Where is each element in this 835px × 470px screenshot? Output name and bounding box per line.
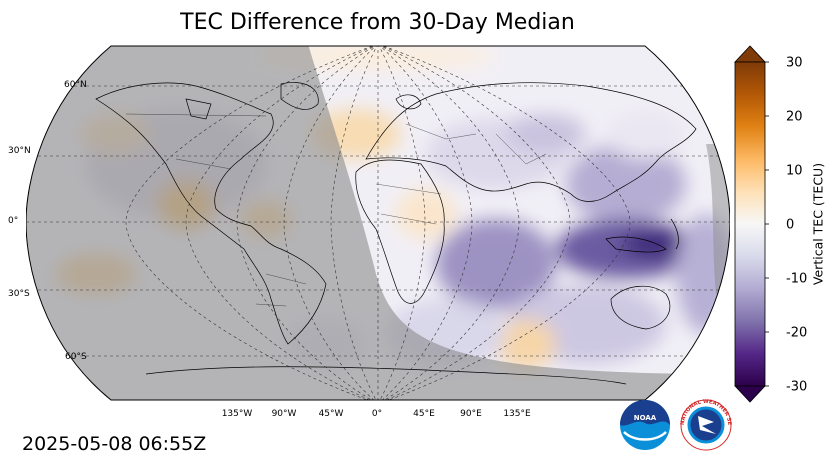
lon-label-135e: 135°E xyxy=(503,409,531,419)
graticule xyxy=(26,46,730,400)
country-borders xyxy=(125,113,547,307)
lon-label-45w: 45°W xyxy=(318,409,344,419)
colorbar-ticks xyxy=(765,61,769,387)
lat-label-30n: 30°N xyxy=(8,146,31,156)
colorbar-extend-bottom xyxy=(734,385,766,403)
noaa-logo: NOAA xyxy=(620,400,670,450)
coastlines xyxy=(95,82,697,385)
chart-title: TEC Difference from 30-Day Median xyxy=(180,10,575,35)
colorbar-tick-0: 0 xyxy=(786,217,795,233)
lon-label-45e: 45°E xyxy=(413,409,435,419)
colorbar-tick-10: 10 xyxy=(786,163,803,179)
night-shading xyxy=(26,46,730,400)
lon-label-0: 0° xyxy=(371,409,383,419)
colorbar-tick-30: 30 xyxy=(786,55,803,71)
lat-label-0: 0° xyxy=(8,216,19,226)
lat-label-60n: 60°N xyxy=(64,80,87,90)
lat-label-30s: 30°S xyxy=(8,289,30,299)
colorbar-tick-neg20: -20 xyxy=(786,325,808,341)
map-canvas xyxy=(26,45,730,401)
world-map[interactable] xyxy=(26,44,730,404)
colorbar-tick-neg30: -30 xyxy=(786,379,808,395)
lat-label-60s: 60°S xyxy=(65,352,87,362)
colorbar xyxy=(734,45,769,403)
colorbar-body xyxy=(734,61,766,387)
lon-label-90e: 90°E xyxy=(460,409,482,419)
colorbar-label: Vertical TEC (TECU) xyxy=(810,162,826,286)
noaa-logo-text: NOAA xyxy=(634,414,657,422)
lon-label-135w: 135°W xyxy=(221,409,253,419)
colorbar-extend-top xyxy=(734,45,766,63)
colorbar-tick-20: 20 xyxy=(786,109,803,125)
lon-label-90w: 90°W xyxy=(271,409,297,419)
agency-logos: NOAA NATIONAL WEATHER SERVICE xyxy=(618,398,732,451)
night-shading-east xyxy=(706,144,730,304)
timestamp: 2025-05-08 06:55Z xyxy=(22,433,207,455)
colorbar-tick-neg10: -10 xyxy=(786,271,808,287)
